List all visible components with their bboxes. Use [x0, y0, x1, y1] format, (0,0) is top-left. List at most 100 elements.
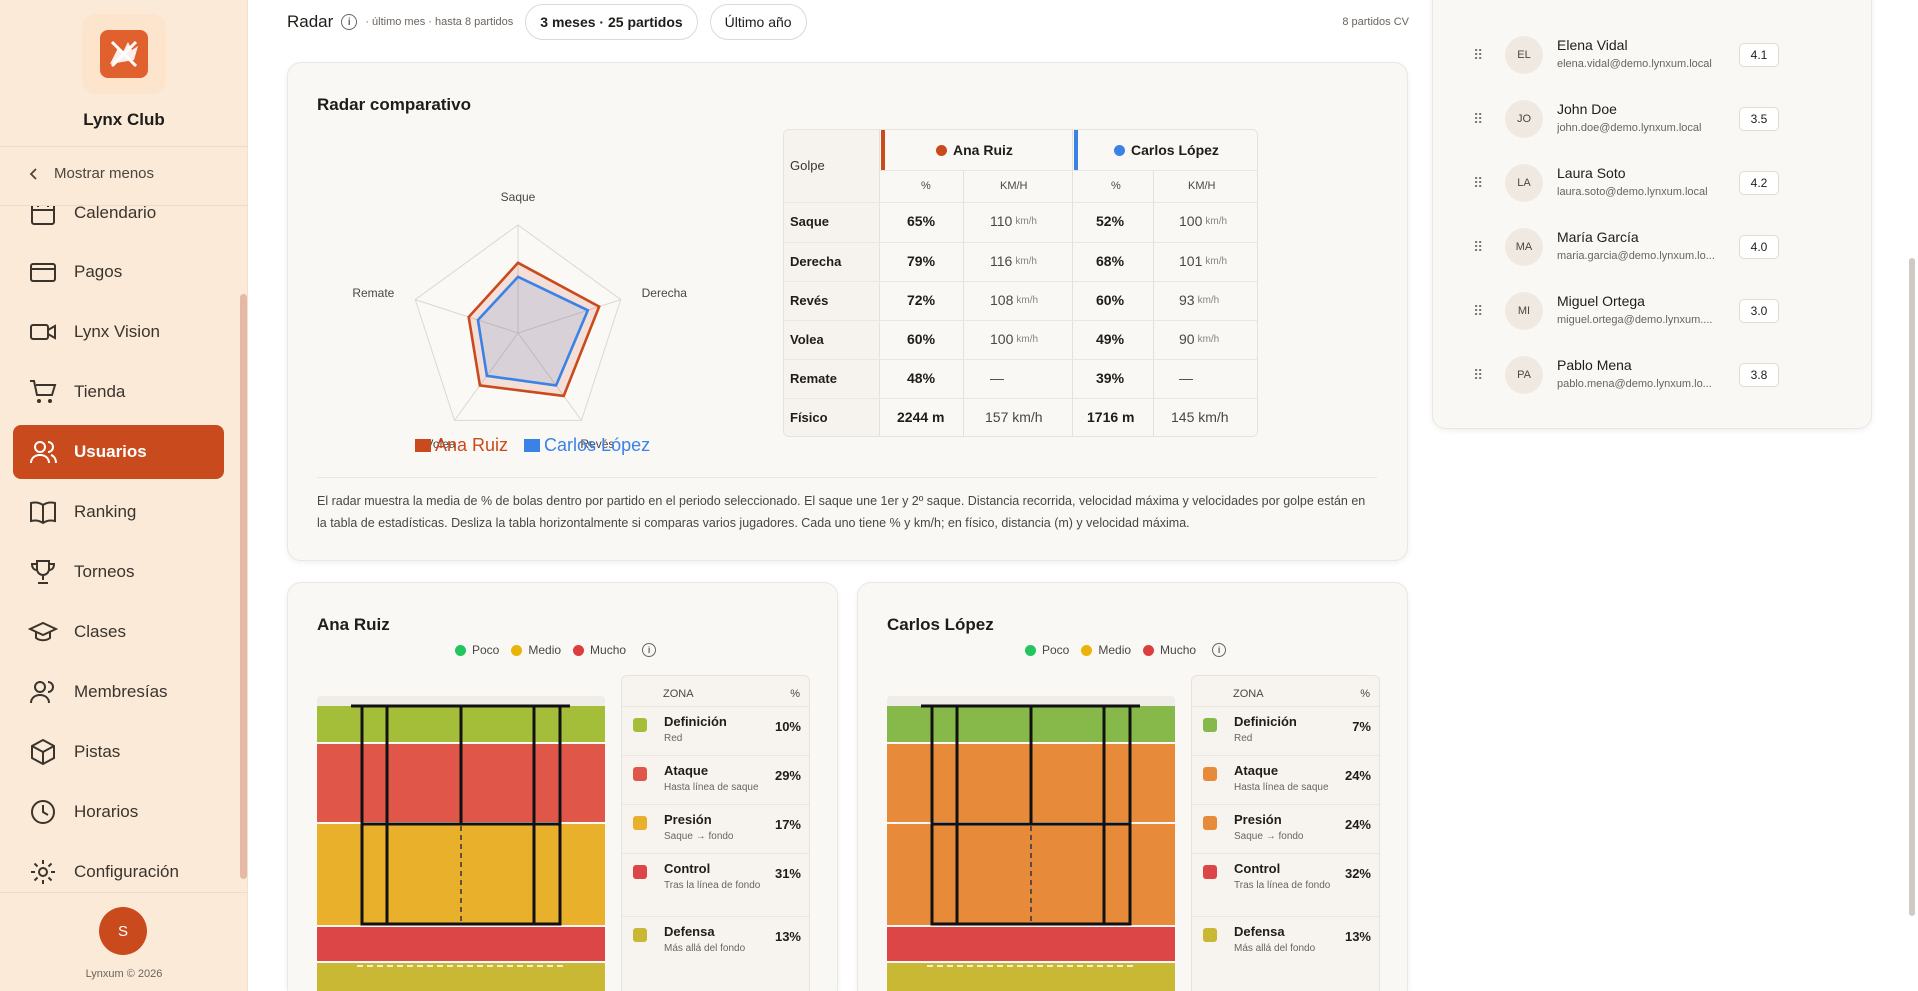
zone-row[interactable]: Definición Red 7% — [1192, 706, 1379, 755]
sidebar-item-label: Pagos — [74, 262, 123, 281]
zone-percent: 24% — [1344, 817, 1371, 832]
divider — [0, 205, 248, 206]
user-avatar: PA — [1505, 356, 1543, 394]
zone-row[interactable]: Presión Saque → fondo 17% — [622, 804, 809, 853]
zone-defensa-band — [317, 963, 605, 991]
sidebar-item-usuarios[interactable]: Usuarios — [13, 425, 224, 479]
zone-row[interactable]: Defensa Más allá del fondo 13% — [622, 916, 809, 965]
page-scrollbar[interactable] — [1909, 258, 1915, 916]
zone-row[interactable]: Control Tras la línea de fondo 32% — [1192, 853, 1379, 916]
zone-name: Definición — [664, 714, 727, 729]
row-divider — [784, 359, 1257, 360]
col-divider — [1153, 170, 1154, 436]
carlos-speed-value: 100 — [1179, 213, 1203, 229]
drag-handle-icon[interactable]: ⠿ — [1473, 111, 1483, 127]
sidebar-scrollbar[interactable] — [240, 294, 247, 879]
sidebar-item-calendario[interactable]: Calendario — [13, 206, 224, 240]
period-3-months-button[interactable]: 3 meses · 25 partidos — [525, 4, 698, 40]
zone-description: Red — [1234, 733, 1253, 744]
zone-header: ZONA — [663, 688, 694, 700]
zone-percent: 32% — [1344, 866, 1371, 881]
legend-carlos-label: Carlos López — [544, 435, 651, 455]
sidebar-item-ranking[interactable]: Ranking — [13, 485, 224, 539]
drag-handle-icon[interactable]: ⠿ — [1473, 175, 1483, 191]
info-icon[interactable]: i — [341, 14, 358, 30]
sidebar-item-torneos[interactable]: Torneos — [13, 545, 224, 599]
user-level-badge: 4.1 — [1739, 43, 1779, 67]
radar-axis-label: Revés — [580, 437, 614, 451]
zone-description: Hasta línea de saque — [1234, 782, 1329, 793]
video-icon — [30, 324, 56, 340]
user-avatar[interactable]: S — [99, 907, 147, 955]
carlos-speed-header: KM/H — [1188, 180, 1216, 192]
fisico-label: Físico — [790, 410, 828, 425]
zone-description: Tras la línea de fondo — [1234, 880, 1331, 891]
user-name: Miguel Ortega — [1557, 293, 1645, 309]
zone-row[interactable]: Ataque Hasta línea de saque 29% — [622, 755, 809, 804]
zone-swatch — [633, 816, 647, 830]
sidebar-item-pagos[interactable]: Pagos — [13, 245, 224, 299]
ana-speed-cell: 108 km/h — [990, 292, 1038, 308]
period-last-year-button[interactable]: Último año — [709, 4, 807, 40]
user-row[interactable]: ⠿ JO John Doe john.doe@demo.lynxum.local… — [1433, 92, 1873, 152]
user-row[interactable]: ⠿ EL Elena Vidal elena.vidal@demo.lynxum… — [1433, 28, 1873, 88]
user-row[interactable]: ⠿ MI Miguel Ortega miguel.ortega@demo.ly… — [1433, 284, 1873, 344]
drag-handle-icon[interactable]: ⠿ — [1473, 367, 1483, 383]
users-icon — [30, 441, 57, 464]
ana-speed-cell: — — [990, 370, 1004, 386]
zone-card-carlos: Carlos López Poco Medio Mucho i ZONA % D… — [857, 582, 1408, 991]
stat-row-label: Saque — [790, 214, 830, 229]
info-icon[interactable]: i — [1212, 643, 1227, 657]
carlos-pct-cell: 68% — [1096, 253, 1125, 269]
zone-row[interactable]: Control Tras la línea de fondo 31% — [622, 853, 809, 916]
legend-high-dot — [1143, 644, 1155, 656]
sidebar-item-lynxvision[interactable]: Lynx Vision — [13, 305, 224, 359]
user-avatar: MA — [1505, 228, 1543, 266]
zone-swatch — [633, 865, 647, 879]
zone-table: ZONA % Definición Red 10% Ataque Hasta l… — [621, 675, 810, 991]
carlos-speed-cell: 100 km/h — [1179, 213, 1227, 229]
radar-legend: Ana Ruiz Carlos López — [415, 435, 650, 456]
sidebar-item-tienda[interactable]: Tienda — [13, 365, 224, 419]
zone-card-title: Carlos López — [887, 615, 994, 634]
zone-swatch — [1203, 865, 1217, 879]
user-avatar: JO — [1505, 100, 1543, 138]
ana-pct-cell: 65% — [907, 213, 936, 229]
zone-row[interactable]: Presión Saque → fondo 24% — [1192, 804, 1379, 853]
sidebar-item-membresas[interactable]: Membresías — [13, 665, 224, 719]
drag-handle-icon[interactable]: ⠿ — [1473, 303, 1483, 319]
user-avatar: MI — [1505, 292, 1543, 330]
sidebar-item-label: Horarios — [74, 802, 139, 821]
period-info: · último mes · hasta 8 partidos — [365, 16, 514, 28]
sidebar-item-horarios[interactable]: Horarios — [13, 785, 224, 839]
sidebar-item-clases[interactable]: Clases — [13, 605, 224, 659]
zone-row[interactable]: Ataque Hasta línea de saque 24% — [1192, 755, 1379, 804]
users-card: ⠿ EL Elena Vidal elena.vidal@demo.lynxum… — [1432, 0, 1872, 429]
user-row[interactable]: ⠿ MA María García maria.garcia@demo.lynx… — [1433, 220, 1873, 280]
info-icon[interactable]: i — [642, 643, 657, 657]
graduation-cap-icon — [28, 621, 58, 642]
carlos-distance: 1716 m — [1087, 409, 1135, 425]
drag-handle-icon[interactable]: ⠿ — [1473, 239, 1483, 255]
stats-table[interactable]: Golpe Ana Ruiz Carlos López % KM/H % KM/… — [783, 129, 1258, 437]
zone-row[interactable]: Defensa Más allá del fondo 13% — [1192, 916, 1379, 965]
club-logo[interactable] — [82, 14, 166, 94]
col-divider — [963, 170, 964, 436]
user-row[interactable]: ⠿ PA Pablo Mena pablo.mena@demo.lynxum.l… — [1433, 348, 1873, 408]
col-divider — [879, 130, 880, 436]
ana-pct-cell: 72% — [907, 292, 936, 308]
drag-handle-icon[interactable]: ⠿ — [1473, 47, 1483, 63]
sidebar-item-configuracin[interactable]: Configuración — [13, 845, 224, 892]
show-less-button[interactable]: Mostrar menos — [28, 165, 154, 182]
zone-name: Presión — [664, 812, 712, 827]
legend-mid: Medio — [1098, 643, 1132, 657]
sidebar-item-pistas[interactable]: Pistas — [13, 725, 224, 779]
user-row[interactable]: ⠿ LA Laura Soto laura.soto@demo.lynxum.l… — [1433, 156, 1873, 216]
legend-high: Mucho — [1160, 643, 1197, 657]
zone-row[interactable]: Definición Red 10% — [622, 706, 809, 755]
ana-max-speed: 157 km/h — [985, 409, 1043, 425]
ana-speed-cell: 116 km/h — [990, 253, 1037, 269]
carlos-speed-value: 101 — [1179, 253, 1203, 269]
zone-swatch — [1203, 928, 1217, 942]
user-level-badge: 4.0 — [1739, 235, 1779, 259]
